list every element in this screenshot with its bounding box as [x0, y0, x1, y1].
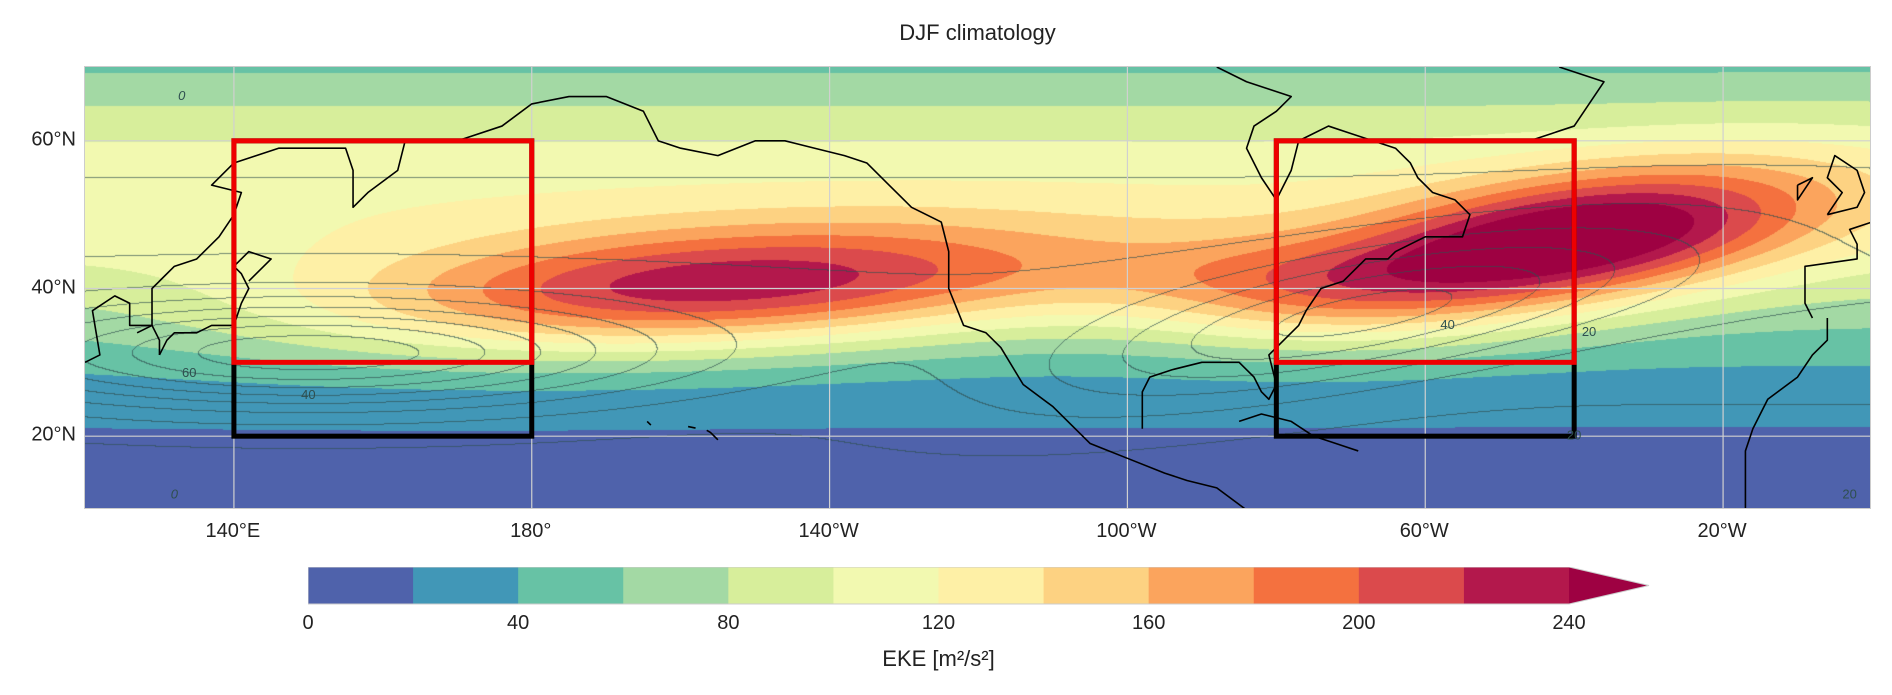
lon-tick-label: 140°E: [205, 520, 261, 542]
map-panel: 0 60 40 40 20 20 20 0: [84, 66, 1871, 509]
coastline: [1744, 318, 1829, 508]
contour-label: 20: [1567, 428, 1581, 443]
lat-tick-label: 20°N: [31, 423, 76, 446]
colorbar-bin: [1358, 567, 1465, 604]
contour-labels: 0 60 40 40 20 20 20 0: [171, 88, 1857, 502]
coastline: [1826, 154, 1866, 216]
contour-label: 40: [301, 387, 315, 402]
colorbar-tick-label: 120: [921, 612, 956, 634]
coastline: [85, 95, 1246, 508]
colorbar-tick-label: 200: [1342, 612, 1376, 634]
lon-tick-label: 100°W: [1096, 520, 1157, 542]
figure-title: DJF climatology: [899, 20, 1056, 45]
colorbar-bin: [1253, 567, 1360, 604]
contour-label: 40: [1440, 317, 1454, 332]
colorbar-bin: [1043, 567, 1150, 604]
gridlines: [85, 67, 1870, 508]
colorbar-label: EKE [m²/s²]: [882, 646, 995, 671]
colorbar-bin: [833, 567, 939, 604]
lon-tick-label: 20°W: [1697, 520, 1747, 542]
contour-label: 0: [171, 487, 179, 502]
coastline: [136, 324, 161, 355]
contour-label: 20: [1582, 324, 1596, 339]
lat-tick-label: 40°N: [31, 276, 76, 298]
map-overlay: 0 60 40 40 20 20 20 0: [85, 67, 1870, 508]
coastline: [1796, 176, 1814, 201]
coastline: [1804, 221, 1870, 319]
coastline: [687, 425, 696, 429]
coastline: [646, 420, 652, 426]
coastline: [1141, 67, 1471, 429]
lon-tick-label: 60°W: [1399, 520, 1449, 542]
colorbar-tick-label: 0: [302, 612, 314, 634]
colorbar-bin: [728, 567, 834, 604]
lon-tick-label: 180°: [510, 520, 552, 542]
colorbar-bin: [938, 567, 1045, 604]
region-boxes: [231, 138, 1577, 439]
colorbar-tick-label: 80: [717, 612, 740, 634]
coastline: [158, 250, 272, 356]
contour-label: 0: [178, 88, 186, 103]
lon-tick-label: 140°W: [798, 520, 859, 542]
coastline: [1529, 67, 1605, 142]
colorbar-bin: [308, 567, 414, 604]
coastline: [706, 429, 719, 441]
colorbar-bin: [1463, 567, 1570, 604]
colorbar-bin: [623, 567, 729, 604]
colorbar-tick-label: 240: [1552, 612, 1586, 634]
colorbar-bin: [518, 567, 624, 604]
contour-label: 60: [182, 365, 196, 380]
colorbar-outline: [308, 567, 1650, 605]
west-pacific-red-box: [231, 138, 535, 365]
colorbar-bin: [413, 567, 519, 604]
coastline: [1238, 413, 1359, 452]
contour-label: 20: [1842, 487, 1856, 502]
colorbar-tick-label: 40: [507, 612, 530, 634]
colorbar: [308, 567, 1650, 605]
colorbar-bin: [1148, 567, 1255, 604]
colorbar-extend-arrow: [1569, 567, 1649, 604]
lat-tick-label: 60°N: [31, 128, 76, 151]
colorbar-tick-label: 160: [1131, 612, 1166, 634]
west-atlantic-red-box: [1273, 138, 1577, 365]
